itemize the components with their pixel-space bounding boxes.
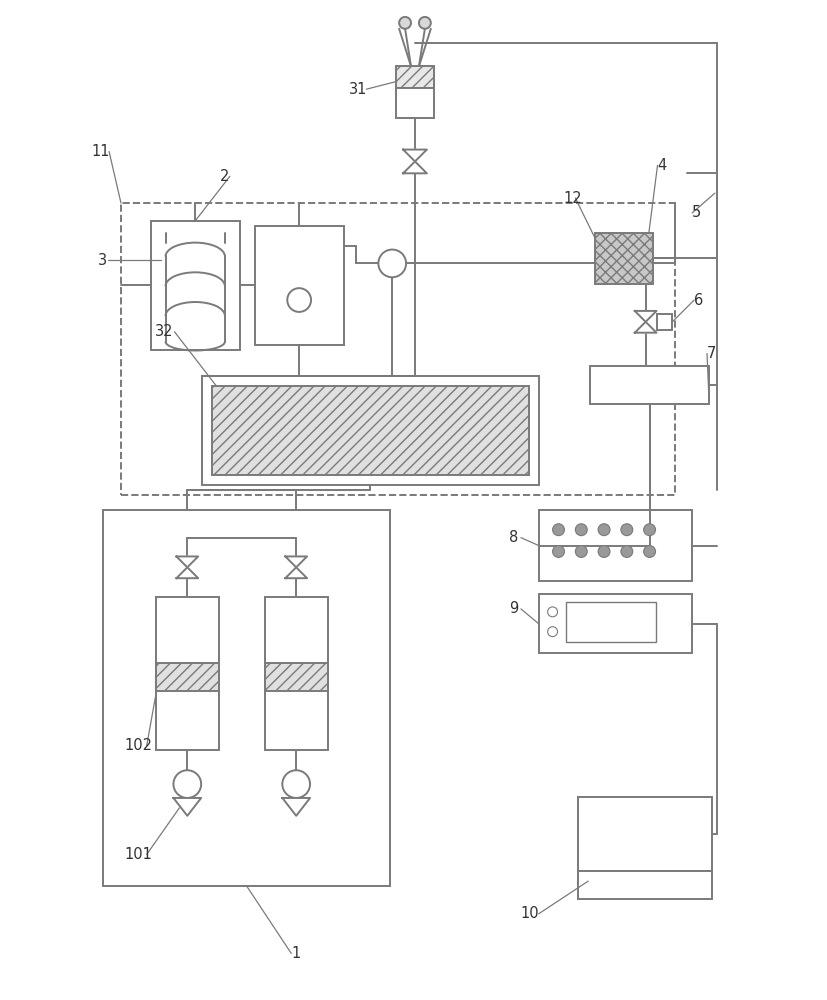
Text: 2: 2 [220, 169, 229, 184]
Text: 1: 1 [291, 946, 300, 961]
Bar [103, 510, 390, 886]
Circle shape [643, 546, 656, 557]
Polygon shape [176, 567, 198, 578]
Polygon shape [285, 556, 307, 567]
Circle shape [598, 546, 610, 557]
Text: 32: 32 [155, 324, 173, 339]
Circle shape [287, 288, 311, 312]
Text: 6: 6 [694, 293, 704, 308]
Text: 102: 102 [125, 738, 153, 753]
Text: 5: 5 [692, 205, 701, 220]
Circle shape [598, 524, 610, 536]
Text: 4: 4 [657, 158, 667, 173]
Polygon shape [174, 798, 201, 816]
Text: 7: 7 [707, 346, 716, 361]
Bar [155, 663, 219, 691]
Bar [590, 366, 709, 404]
Polygon shape [285, 567, 307, 578]
Bar [151, 221, 240, 350]
Circle shape [419, 17, 431, 29]
Circle shape [399, 17, 411, 29]
Circle shape [379, 250, 406, 277]
Text: 11: 11 [91, 144, 110, 159]
Circle shape [547, 627, 557, 637]
Circle shape [552, 524, 565, 536]
Circle shape [174, 770, 201, 798]
Bar [578, 797, 712, 871]
Bar [396, 66, 434, 88]
Text: 10: 10 [521, 906, 539, 921]
Bar [202, 376, 538, 485]
Polygon shape [403, 161, 427, 173]
Bar [657, 314, 672, 330]
Bar [255, 226, 344, 345]
Circle shape [576, 546, 587, 557]
Circle shape [621, 546, 633, 557]
Bar [396, 88, 434, 118]
Circle shape [576, 524, 587, 536]
Polygon shape [635, 311, 657, 322]
Text: 9: 9 [509, 601, 519, 616]
Polygon shape [282, 798, 310, 816]
Circle shape [621, 524, 633, 536]
Circle shape [552, 546, 565, 557]
Bar [538, 594, 692, 653]
Bar [566, 602, 656, 642]
Bar [265, 597, 327, 750]
Circle shape [547, 607, 557, 617]
Text: 31: 31 [349, 82, 367, 97]
Bar [121, 203, 676, 495]
Text: 12: 12 [563, 191, 582, 206]
Text: 101: 101 [125, 847, 153, 862]
Bar [265, 663, 327, 691]
Bar [578, 871, 712, 899]
Bar [155, 597, 219, 750]
Text: 3: 3 [98, 253, 108, 268]
Polygon shape [176, 556, 198, 567]
Circle shape [282, 770, 310, 798]
Text: 8: 8 [509, 530, 519, 545]
Bar [538, 510, 692, 581]
Polygon shape [635, 322, 657, 333]
Polygon shape [403, 150, 427, 161]
Circle shape [643, 524, 656, 536]
Bar [595, 233, 653, 284]
Bar [212, 386, 528, 475]
